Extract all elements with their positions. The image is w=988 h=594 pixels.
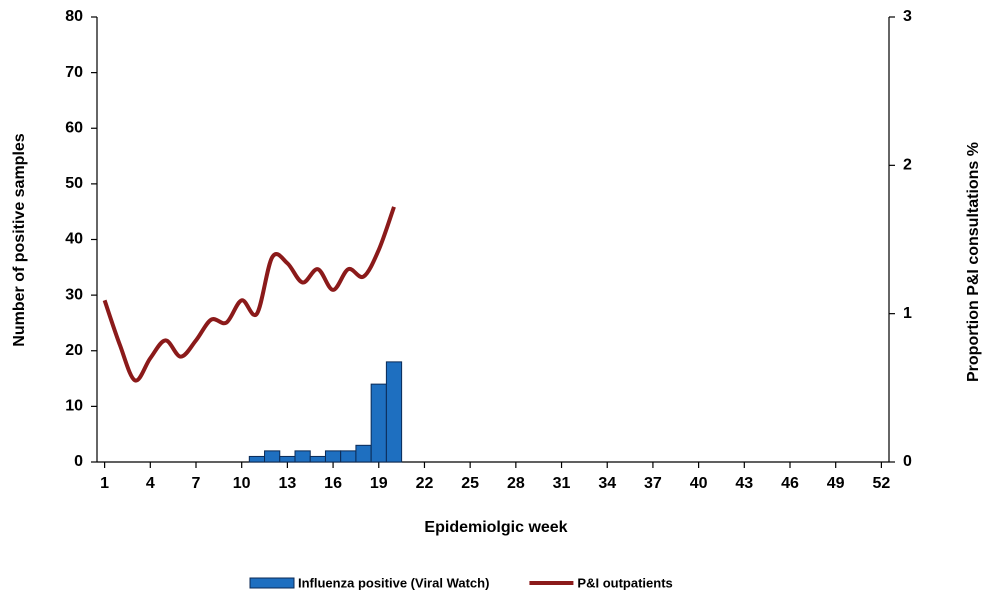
y2-tick-label: 3	[903, 8, 912, 25]
x-tick-label: 13	[278, 475, 296, 492]
x-tick-label: 4	[146, 475, 155, 492]
bar	[294, 450, 311, 463]
bar	[340, 450, 357, 463]
x-tick-label: 37	[644, 475, 662, 492]
legend-label: P&I outpatients	[577, 575, 672, 590]
bar	[248, 455, 266, 463]
x-tick-label: 34	[598, 475, 616, 492]
y-tick-label: 80	[65, 8, 83, 25]
bar	[264, 450, 281, 463]
y-tick-label: 20	[65, 342, 83, 359]
line	[102, 206, 396, 383]
y2-tick-label: 2	[903, 157, 912, 174]
bar	[279, 455, 296, 463]
y2-axis-title: Proportion P&I consultations %	[965, 142, 982, 382]
y-tick-label: 70	[65, 64, 83, 81]
x-tick-label: 40	[690, 475, 708, 492]
y-axis-title: Number of positive samples	[11, 133, 28, 346]
x-axis-title: Epidemiolgic week	[424, 519, 567, 536]
y-tick-label: 60	[65, 119, 83, 136]
legend-label: Influenza positive (Viral Watch)	[298, 575, 489, 590]
y2-tick-label: 1	[903, 305, 912, 322]
y-tick-label: 40	[65, 231, 83, 248]
bar	[370, 383, 387, 463]
x-tick-label: 22	[416, 475, 434, 492]
x-tick-label: 25	[461, 475, 479, 492]
legend-swatch	[249, 577, 295, 589]
y-tick-label: 10	[65, 398, 83, 415]
x-tick-label: 52	[872, 475, 890, 492]
y2-tick-label: 0	[903, 453, 912, 470]
y-tick-label: 0	[74, 453, 83, 470]
x-tick-label: 43	[735, 475, 753, 492]
x-tick-label: 10	[233, 475, 251, 492]
x-tick-label: 16	[324, 475, 342, 492]
x-tick-label: 28	[507, 475, 525, 492]
y-tick-label: 50	[65, 175, 83, 192]
bar	[355, 444, 372, 463]
bar	[385, 361, 403, 463]
x-tick-label: 31	[553, 475, 571, 492]
bar	[324, 450, 342, 463]
y-tick-label: 30	[65, 286, 83, 303]
x-tick-label: 1	[100, 475, 109, 492]
bar	[309, 455, 326, 463]
x-tick-label: 19	[370, 475, 388, 492]
x-tick-label: 7	[192, 475, 201, 492]
x-tick-label: 46	[781, 475, 799, 492]
x-tick-label: 49	[827, 475, 845, 492]
